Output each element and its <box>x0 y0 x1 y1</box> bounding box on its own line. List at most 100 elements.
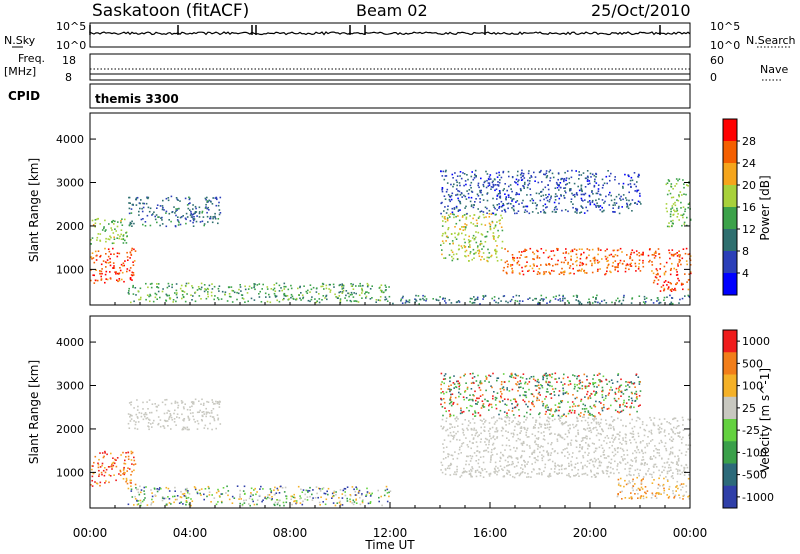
echo-cell <box>310 288 313 291</box>
echo-cell <box>477 217 480 219</box>
echo-cell <box>604 397 607 400</box>
echo-cell <box>588 200 591 202</box>
echo-cell <box>591 190 593 192</box>
echo-cell <box>491 297 493 300</box>
echo-cell <box>198 216 201 218</box>
echo-cell <box>366 291 368 293</box>
echo-cell <box>133 459 136 462</box>
echo-cell <box>577 185 579 188</box>
echo-cell <box>98 473 101 476</box>
echo-cell <box>548 373 551 376</box>
echo-cell <box>670 301 673 304</box>
echo-cell <box>463 173 466 175</box>
echo-cell <box>240 290 242 292</box>
echo-cell <box>614 399 617 402</box>
echo-cell <box>479 211 482 213</box>
echo-cell <box>640 482 643 484</box>
nsky-trace <box>89 25 691 36</box>
echo-cell <box>133 300 135 303</box>
echo-cell <box>605 442 608 445</box>
echo-cell <box>586 474 589 476</box>
echo-cell <box>569 189 572 191</box>
echo-cell <box>547 256 550 259</box>
echo-cell <box>449 415 451 418</box>
echo-cell <box>424 295 426 298</box>
echo-cell <box>269 301 272 304</box>
echo-cell <box>588 385 590 387</box>
echo-cell <box>498 207 500 209</box>
echo-cell <box>592 378 594 380</box>
echo-cell <box>680 438 683 441</box>
echo-cell <box>635 373 638 376</box>
echo-cell <box>620 195 622 198</box>
echo-cell <box>555 211 557 213</box>
echo-cell <box>238 498 240 500</box>
echo-cell <box>641 423 644 426</box>
echo-cell <box>201 419 203 422</box>
echo-cell <box>493 238 495 240</box>
echo-cell <box>560 468 563 471</box>
echo-cell <box>686 466 689 469</box>
echo-cell <box>445 175 448 177</box>
echo-cell <box>601 187 604 189</box>
echo-cell <box>682 436 684 439</box>
echo-cell <box>511 388 514 391</box>
echo-cell <box>252 494 254 496</box>
echo-cell <box>541 473 543 476</box>
echo-cell <box>595 392 597 394</box>
echo-cell <box>642 456 644 458</box>
echo-cell <box>532 258 534 260</box>
echo-cell <box>637 493 639 495</box>
echo-cell <box>669 213 672 216</box>
echo-cell <box>488 404 490 407</box>
echo-cell <box>564 297 566 300</box>
echo-cell <box>163 425 165 428</box>
echo-cell <box>539 416 541 419</box>
echo-cell <box>132 274 135 276</box>
echo-cell <box>683 186 685 189</box>
echo-cell <box>138 411 141 414</box>
echo-cell <box>130 459 133 461</box>
echo-cell <box>182 290 184 292</box>
echo-cell <box>510 298 513 301</box>
echo-cell <box>516 381 519 383</box>
echo-cell <box>355 285 357 287</box>
echo-cell <box>614 266 616 268</box>
echo-cell <box>654 250 657 253</box>
echo-cell <box>597 262 599 264</box>
echo-cell <box>638 295 641 297</box>
echo-cell <box>249 495 252 498</box>
echo-cell <box>644 429 647 432</box>
echo-cell <box>459 201 461 203</box>
echo-cell <box>108 223 110 225</box>
echo-cell <box>516 383 518 386</box>
echo-cell <box>547 188 550 191</box>
echo-cell <box>596 467 599 469</box>
echo-cell <box>452 177 454 179</box>
echo-cell <box>129 277 132 279</box>
echo-cell <box>593 385 596 388</box>
echo-cell <box>473 238 476 241</box>
echo-cell <box>518 251 521 253</box>
echo-cell <box>574 425 577 428</box>
echo-cell <box>524 391 526 393</box>
echo-cell <box>508 419 511 422</box>
echo-cell <box>273 493 276 496</box>
echo-cell <box>548 423 551 425</box>
echo-cell <box>473 429 475 431</box>
colorbar-segment <box>723 207 737 230</box>
echo-cell <box>586 393 588 396</box>
echo-cell <box>339 298 342 300</box>
echo-cell <box>523 400 526 403</box>
echo-cell <box>326 298 328 301</box>
echo-cell <box>484 437 487 440</box>
echo-cell <box>556 208 558 211</box>
echo-cell <box>498 469 500 472</box>
echo-cell <box>523 426 526 429</box>
echo-cell <box>353 292 355 294</box>
colorbar-tick-label: 24 <box>742 157 756 170</box>
echo-cell <box>196 428 199 430</box>
echo-cell <box>532 400 534 403</box>
echo-cell <box>570 176 573 179</box>
